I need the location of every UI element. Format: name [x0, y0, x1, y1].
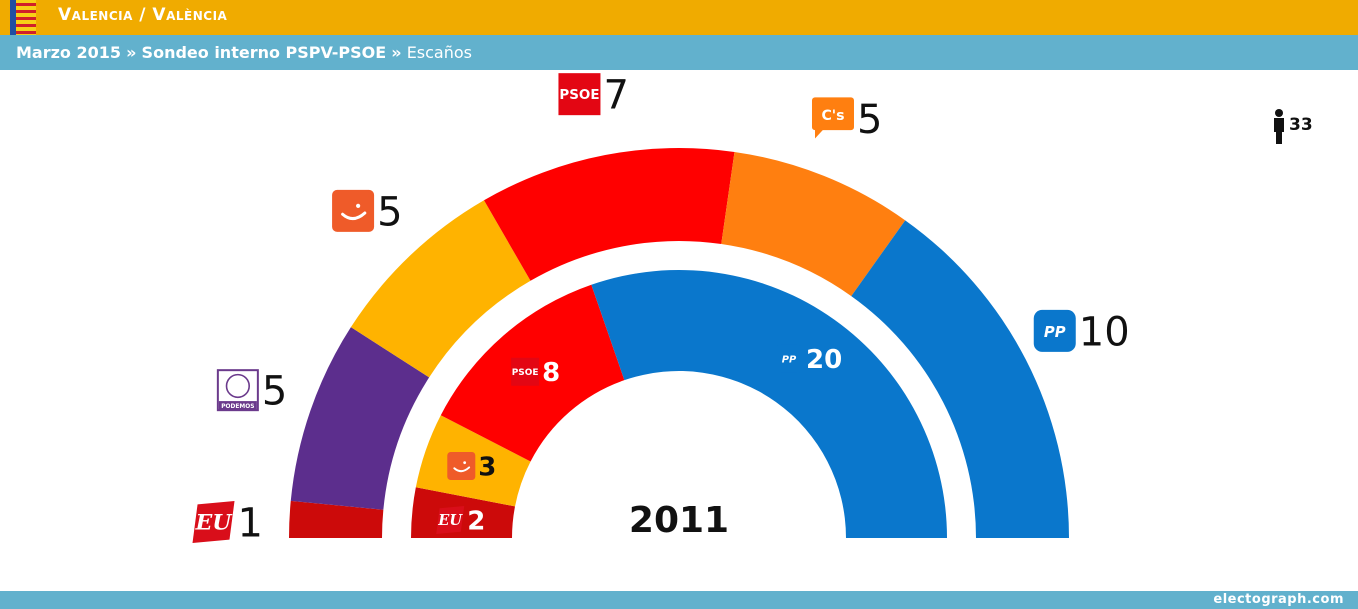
- outer-eu-logo-icon: EU: [192, 501, 235, 543]
- outer-seat-arc-podemos: [290, 327, 430, 510]
- outer-podemos-logo-icon: PODEMOS: [216, 369, 259, 412]
- svg-text:PSOE: PSOE: [559, 88, 599, 103]
- breadcrumb: Marzo 2015 » Sondeo interno PSPV-PSOE » …: [16, 43, 472, 62]
- breadcrumb-bar: Marzo 2015 » Sondeo interno PSPV-PSOE » …: [0, 35, 1358, 70]
- inner-seat-label-psoe: 8: [542, 358, 560, 388]
- outer-seat-arc-c-s: [721, 151, 906, 297]
- inner-eu-logo-icon: EU: [436, 506, 465, 534]
- header-bar: Valencia / València: [0, 0, 1358, 35]
- outer-seat-label-c-s: 5: [857, 97, 882, 143]
- outer-seat-arc-comprom-s: [350, 200, 531, 378]
- outer-seat-arc-eu: [289, 500, 384, 538]
- outer-pp-logo-icon: PP: [1033, 309, 1076, 352]
- outer-seat-label-eu: 1: [238, 500, 263, 546]
- footer-credit: electograph.com: [1213, 592, 1344, 607]
- svg-text:PP: PP: [1044, 324, 1066, 341]
- breadcrumb-separator-1: »: [126, 43, 137, 62]
- outer-psoe-logo-icon: PSOE: [558, 73, 601, 116]
- svg-text:C's: C's: [821, 108, 844, 124]
- outer-seat-arc-psoe: [484, 148, 735, 281]
- inner-psoe-logo-icon: PSOE: [511, 357, 540, 386]
- outer-compromis-logo-icon: [332, 189, 375, 232]
- outer-seat-label-pp: 10: [1079, 309, 1130, 355]
- inner-seat-label-pp: 20: [806, 345, 842, 375]
- outer-seat-label-psoe: 7: [603, 73, 628, 119]
- outer-seat-label-podemos: 5: [262, 369, 287, 415]
- svg-text:PODEMOS: PODEMOS: [221, 404, 254, 410]
- total-seats: 33: [1289, 115, 1313, 135]
- svg-text:PSOE: PSOE: [512, 368, 539, 378]
- svg-text:EU: EU: [195, 510, 234, 536]
- breadcrumb-separator-2: »: [391, 43, 402, 62]
- inner-pp-logo-icon: PP: [775, 344, 804, 373]
- outer-cs-logo-icon: C's: [811, 97, 854, 139]
- inner-ring-title: 2011: [629, 500, 729, 541]
- person-icon: [1274, 109, 1284, 144]
- breadcrumb-poll: Sondeo interno PSPV-PSOE: [141, 43, 387, 62]
- valencia-flag-icon: [10, 0, 36, 35]
- outer-seat-arc-pp: [851, 220, 1069, 539]
- inner-seat-arc-pp: [591, 269, 947, 538]
- svg-text:PP: PP: [782, 355, 797, 366]
- outer-seat-label-comprom-s: 5: [377, 189, 402, 235]
- svg-text:EU: EU: [437, 512, 463, 529]
- footer-bar: electograph.com: [0, 591, 1358, 609]
- breadcrumb-date: Marzo 2015: [16, 43, 122, 62]
- inner-seat-label-comprom-s: 3: [478, 452, 496, 482]
- region-title: Valencia / València: [58, 5, 228, 25]
- inner-seat-label-eu: 2: [467, 506, 485, 536]
- breadcrumb-metric: Escaños: [406, 43, 472, 62]
- inner-compromis-logo-icon: [447, 452, 476, 481]
